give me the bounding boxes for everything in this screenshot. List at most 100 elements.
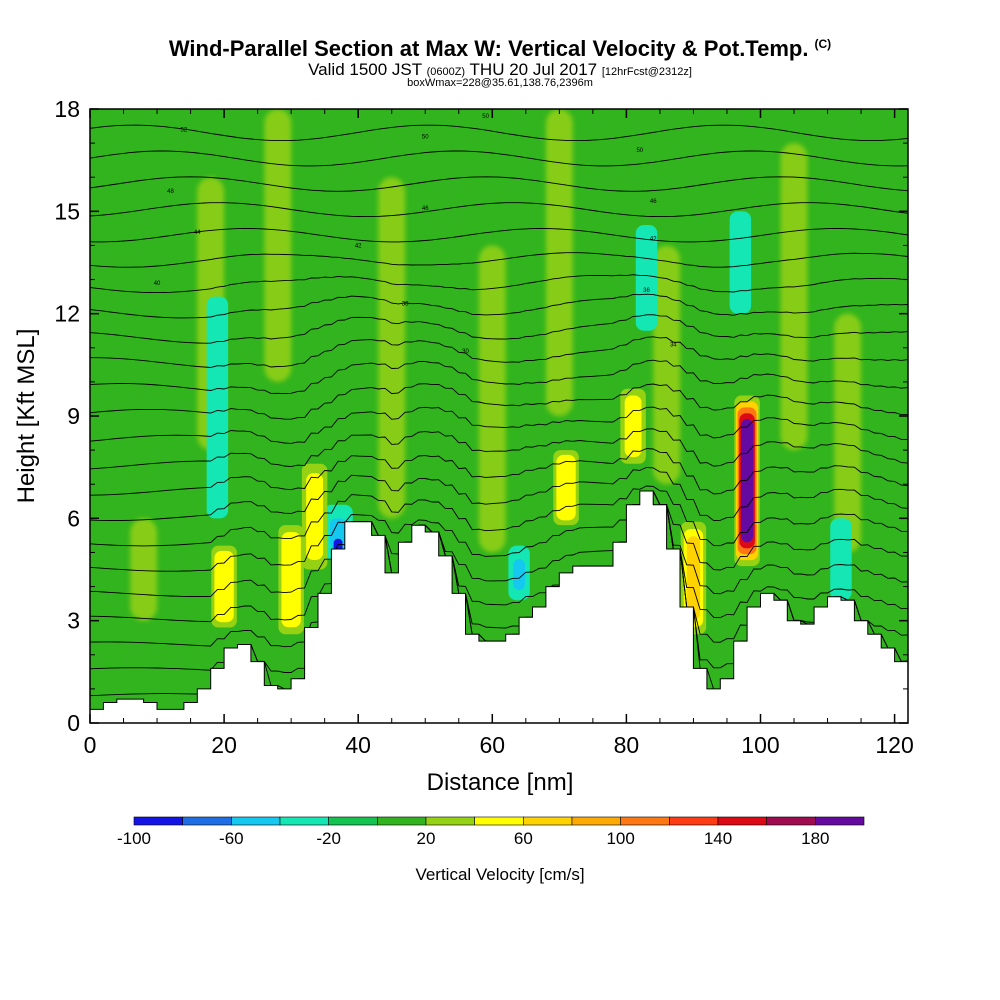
field-streak — [264, 109, 292, 382]
y-axis-label: Height [Kft MSL] — [13, 329, 40, 504]
downdraft-core — [206, 296, 229, 519]
theta-contour-line — [90, 490, 908, 623]
x-tick-label: 100 — [741, 732, 779, 758]
chart-title: Wind-Parallel Section at Max W: Vertical… — [0, 36, 1000, 62]
theta-contour-label: 50 — [636, 148, 643, 154]
colorbar-swatch — [669, 816, 719, 826]
colorbar-swatch — [231, 816, 281, 826]
colorbar-tick-label: 180 — [801, 829, 829, 848]
field-streak — [478, 245, 506, 553]
theta-contour-line — [90, 428, 908, 470]
x-tick-label: 0 — [84, 732, 97, 758]
x-axis-label: Distance [nm] — [427, 769, 574, 796]
updraft-core-level — [742, 425, 752, 537]
colorbar-tick-label: -60 — [219, 829, 244, 848]
theta-contour-line — [90, 406, 908, 444]
colorbar-swatch — [523, 816, 573, 826]
colorbar-tick-label: 140 — [704, 829, 732, 848]
theta-contour-label: 40 — [154, 281, 161, 287]
velocity-field — [90, 109, 908, 723]
x-tick-label: 80 — [614, 732, 640, 758]
terrain-mask — [89, 490, 909, 724]
box-info: boxWmax=228@35.61,138.76,2396m — [407, 77, 593, 89]
updraft-core-level — [217, 556, 231, 617]
theta-contour-line — [90, 150, 908, 167]
y-tick-label: 15 — [54, 198, 80, 224]
colorbar-swatch — [620, 816, 670, 826]
field-streak — [780, 143, 808, 451]
title-text: Wind-Parallel Section at Max W: Vertical… — [168, 36, 809, 61]
colorbar-swatch — [571, 816, 621, 826]
theta-contour-label: 42 — [355, 243, 362, 249]
colorbar-swatch — [182, 816, 232, 826]
downdraft-core — [635, 224, 658, 331]
colorbar-swatch — [328, 816, 378, 826]
updraft-core-level — [624, 395, 642, 458]
downdraft-core — [729, 211, 752, 314]
theta-contour-label: 46 — [650, 199, 657, 205]
theta-contour-line — [90, 466, 908, 521]
colorbar-swatch — [474, 816, 524, 826]
theta-contour-label: 36 — [643, 288, 650, 294]
theta-contour-line — [90, 383, 908, 420]
theta-contour-label: 42 — [650, 237, 657, 243]
x-tick-label: 40 — [345, 732, 371, 758]
copyright-mark: (C) — [814, 36, 832, 51]
x-tick-label: 20 — [211, 732, 237, 758]
valid-zulu: (0600Z) — [426, 66, 466, 78]
theta-contour-line — [90, 252, 908, 268]
downdraft-core — [830, 518, 852, 601]
theta-contour-label: 34 — [670, 342, 677, 348]
theta-contour-label: 38 — [402, 301, 409, 307]
theta-contour-line — [90, 485, 908, 547]
theta-contour-label: 46 — [422, 206, 429, 212]
field-streak — [545, 109, 573, 416]
theta-contour-line — [90, 490, 908, 572]
theta-contour-label: 50 — [482, 114, 489, 120]
theta-contour-line — [90, 176, 908, 192]
colorbar-tick-label: 100 — [606, 829, 634, 848]
theta-contour-line — [90, 448, 908, 496]
theta-contour-line — [90, 293, 908, 319]
colorbar-swatch — [766, 816, 816, 826]
colorbar-swatch — [377, 816, 427, 826]
theta-contour-label: 52 — [181, 127, 188, 133]
colorbar-swatch — [717, 816, 767, 826]
valid-time-line: Valid 1500 JST (0600Z) THU 20 Jul 2017 [… — [0, 60, 1000, 80]
theta-contour-line — [90, 228, 908, 243]
colorbar: -100 -60 -20 20 60 100 140 180 — [117, 816, 865, 848]
colorbar-tick-label: -100 — [117, 829, 151, 848]
theta-contour-label: 44 — [194, 230, 201, 236]
y-tick-label: 18 — [54, 96, 80, 122]
theta-contour-line — [90, 314, 908, 344]
forecast-tag: [12hrFcst@2312z] — [601, 66, 692, 78]
y-tick-label: 3 — [67, 608, 80, 634]
field-streak — [378, 177, 406, 519]
field-streak — [130, 518, 158, 621]
x-tick-label: 60 — [479, 732, 505, 758]
theta-contour-line — [90, 124, 908, 142]
theta-contour-line — [90, 490, 908, 597]
theta-contour-label: 30 — [462, 349, 469, 355]
updraft-core-level — [284, 539, 298, 621]
colorbar-tick-label: 20 — [417, 829, 436, 848]
valid-prefix: Valid 1500 JST — [308, 60, 422, 79]
colorbar-swatch — [279, 816, 329, 826]
theta-contour-label: 50 — [422, 134, 429, 140]
y-tick-label: 0 — [67, 710, 80, 736]
theta-contour-line — [90, 336, 908, 368]
theta-contour-line — [90, 359, 908, 395]
terrain — [89, 490, 909, 724]
downdraft-core-strong — [513, 559, 526, 590]
y-tick-label: 9 — [67, 403, 80, 429]
y-tick-label: 6 — [67, 505, 80, 531]
y-tick-label: 12 — [54, 301, 80, 327]
valid-date: THU 20 Jul 2017 — [469, 60, 598, 79]
theta-contour-label: 48 — [167, 189, 174, 195]
colorbar-tick-label: -20 — [316, 829, 341, 848]
colorbar-swatch — [815, 816, 865, 826]
colorbar-swatch — [133, 816, 183, 826]
